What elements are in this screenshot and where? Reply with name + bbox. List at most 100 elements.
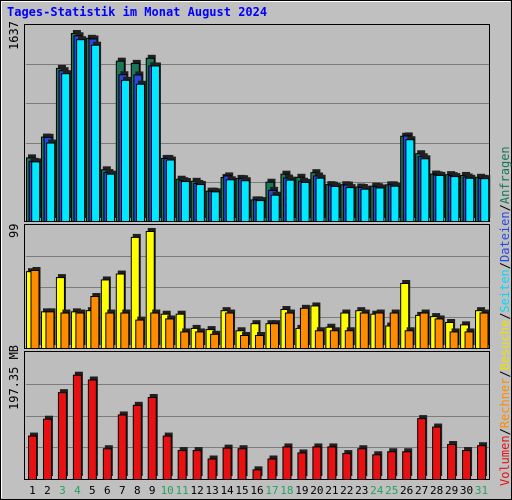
bar-rechner-17: [269, 320, 280, 350]
bar-volumen-7: [117, 411, 128, 480]
bar-seiten-3: [61, 70, 72, 222]
bar-rechner-20: [314, 327, 325, 350]
ymax-label-middle: 99: [7, 224, 21, 238]
bar-seiten-30: [465, 174, 476, 223]
x-tick-label: 25: [385, 484, 398, 497]
legend-seiten: Seiten: [498, 269, 512, 312]
bar-volumen-26: [402, 448, 413, 481]
bar-volumen-3: [57, 389, 68, 480]
x-tick-label: 26: [400, 484, 413, 497]
bar-rechner-27: [419, 309, 430, 349]
bar-volumen-20: [312, 443, 323, 481]
x-tick-label: 1: [29, 484, 36, 497]
x-tick-label: 30: [460, 484, 473, 497]
x-tick-label: 27: [415, 484, 428, 497]
bar-volumen-2: [42, 415, 53, 481]
bar-volumen-21: [327, 443, 338, 481]
bar-rechner-23: [359, 309, 370, 349]
bar-volumen-9: [147, 393, 158, 480]
bar-seiten-8: [135, 80, 146, 222]
bar-seiten-5: [91, 41, 102, 222]
x-tick-label: 9: [149, 484, 156, 497]
x-tick-label: 31: [475, 484, 488, 497]
bar-volumen-29: [447, 441, 458, 481]
bar-seiten-6: [106, 170, 117, 222]
bar-volumen-27: [417, 415, 428, 481]
x-tick-label: 13: [205, 484, 218, 497]
x-tick-label: 10: [161, 484, 174, 497]
x-tick-label: 2: [44, 484, 51, 497]
x-tick-label: 19: [295, 484, 308, 497]
bar-seiten-2: [46, 139, 57, 222]
x-tick-label: 12: [191, 484, 204, 497]
bar-rechner-28: [434, 315, 445, 350]
bar-volumen-8: [132, 401, 143, 480]
bar-rechner-7: [120, 309, 131, 349]
bars: [26, 30, 491, 481]
bar-seiten-22: [345, 184, 356, 223]
x-tick-label: 18: [280, 484, 293, 497]
x-tick-label: 29: [445, 484, 458, 497]
x-tick-label: 4: [74, 484, 81, 497]
bar-seiten-13: [210, 188, 221, 223]
bar-rechner-2: [45, 308, 56, 350]
bar-rechner-19: [299, 304, 310, 349]
bar-seiten-31: [480, 175, 491, 222]
legend-anfragen: Anfragen: [498, 146, 512, 204]
bar-seiten-15: [240, 177, 251, 222]
bar-rechner-15: [240, 332, 251, 349]
bar-rechner-10: [165, 315, 176, 350]
bar-rechner-1: [30, 267, 41, 349]
bar-volumen-19: [297, 449, 308, 480]
bar-rechner-4: [75, 309, 86, 349]
bar-rechner-16: [255, 332, 266, 349]
bar-rechner-9: [150, 309, 161, 349]
ymax-label-bottom: 197.35 MB: [7, 345, 21, 410]
bar-volumen-23: [357, 445, 368, 480]
bar-seiten-12: [195, 181, 206, 222]
bar-rechner-21: [329, 327, 340, 350]
bar-volumen-24: [372, 451, 383, 481]
bar-seiten-14: [225, 176, 236, 222]
legend: Volumen/Rechner/Besuche/Seiten/Dateien/A…: [498, 146, 512, 486]
bar-volumen-17: [267, 455, 278, 480]
bar-seiten-18: [285, 176, 296, 223]
bar-volumen-22: [342, 450, 353, 480]
legend-sep-2: /: [498, 370, 512, 377]
bar-seiten-24: [375, 184, 386, 222]
labels: 1 2 3 4 5 6 7 8 9 10 11 12 13 14 15 16 17 18 19 20 21 22 23 24 2…: [29, 484, 488, 497]
bar-rechner-11: [180, 328, 191, 350]
legend-sep-5: /: [498, 204, 512, 211]
x-tick-label: 28: [430, 484, 443, 497]
bar-rechner-22: [344, 327, 355, 350]
bar-rechner-13: [210, 330, 221, 349]
bar-volumen-15: [237, 445, 248, 480]
x-tick-label: 3: [59, 484, 66, 497]
bar-seiten-19: [300, 178, 311, 222]
x-tick-label: 14: [220, 484, 234, 497]
bar-seiten-27: [420, 155, 431, 223]
x-tick-label: 8: [134, 484, 141, 497]
bar-seiten-4: [76, 36, 87, 223]
x-tick-label: 5: [89, 484, 96, 497]
bar-seiten-9: [150, 62, 161, 222]
legend-besuche: Besuche: [498, 320, 512, 371]
bar-rechner-3: [60, 309, 71, 349]
bar-volumen-16: [252, 466, 263, 481]
x-tick-label: 17: [265, 484, 278, 497]
x-tick-label: 22: [340, 484, 353, 497]
bar-volumen-11: [177, 447, 188, 480]
bar-seiten-11: [180, 178, 191, 222]
bar-volumen-13: [207, 455, 218, 480]
bar-seiten-17: [270, 191, 281, 222]
ymax-label-top: 1637: [7, 21, 21, 50]
x-tick-label: 16: [250, 484, 263, 497]
x-tick-label: 24: [370, 484, 384, 497]
bar-rechner-31: [479, 309, 490, 349]
x-tick-label: 6: [104, 484, 111, 497]
bar-rechner-6: [105, 309, 116, 349]
x-tick-label: 11: [176, 484, 189, 497]
bar-volumen-5: [87, 376, 98, 480]
bar-rechner-5: [90, 293, 101, 349]
